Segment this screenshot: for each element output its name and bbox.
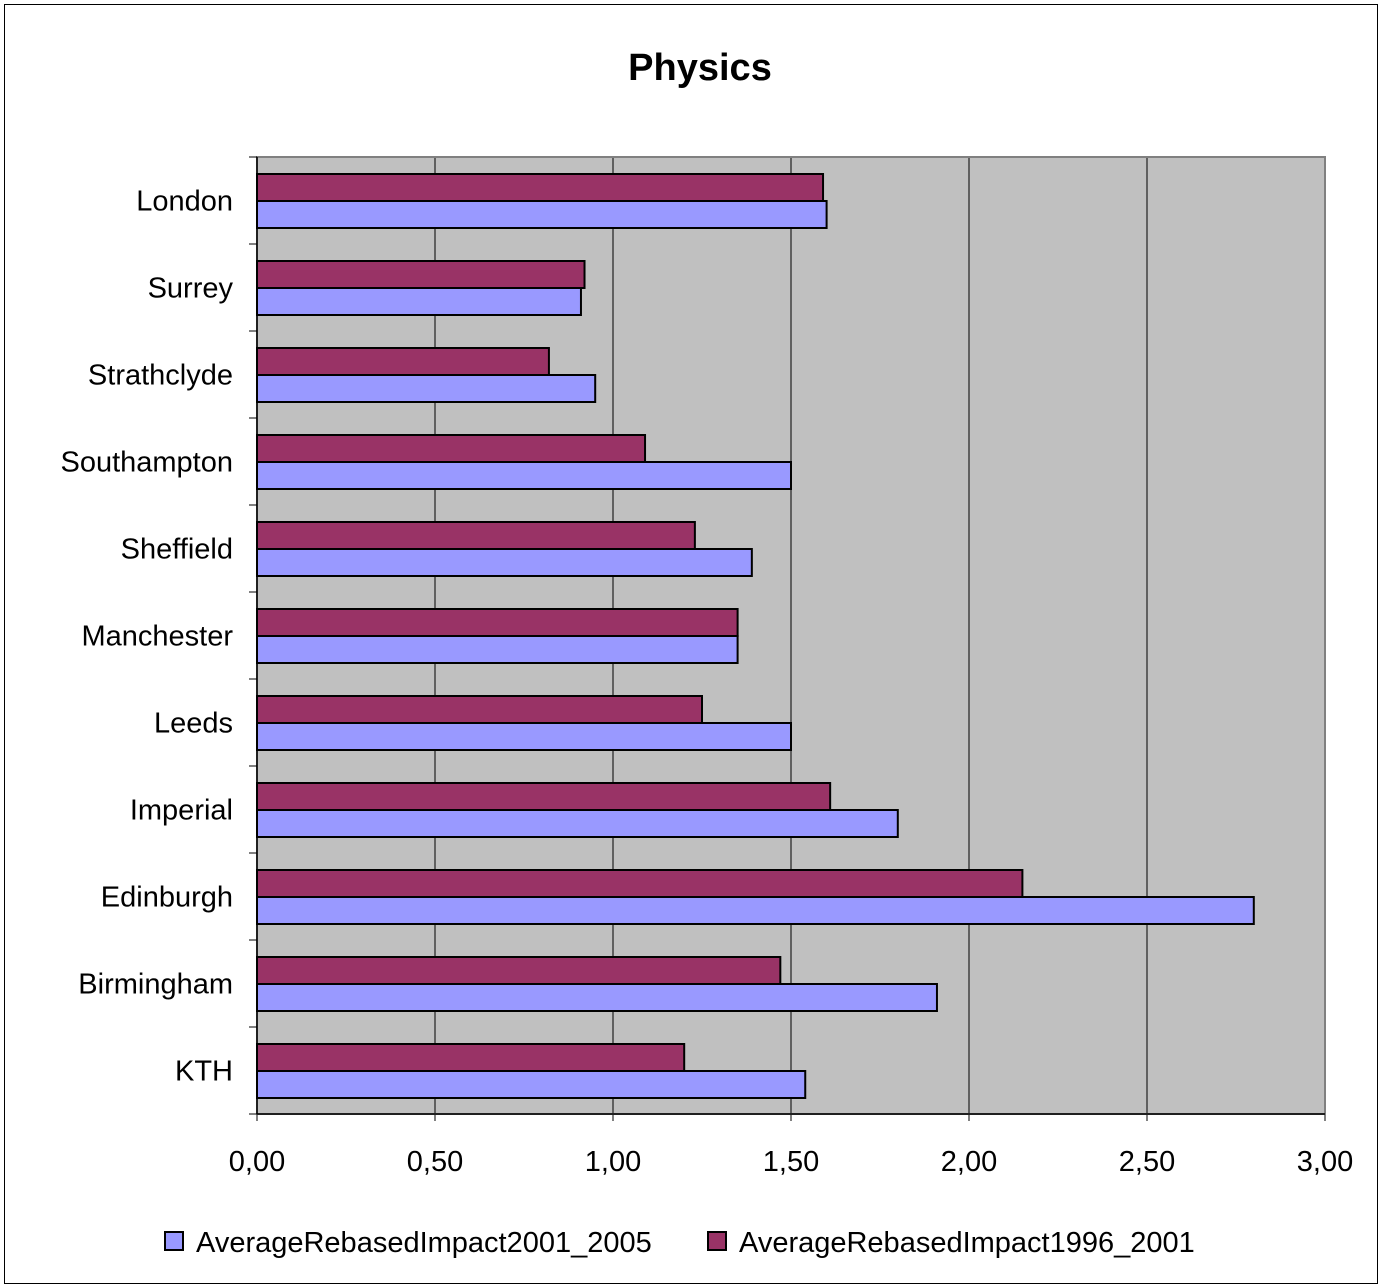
plot-area: 0,00 0,50 1,00 1,50 2,00 2,50 3,00 London Surrey… [60, 156, 1353, 1178]
bar-london-1996-2001 [256, 173, 825, 202]
bar-southampton-2001-2005 [256, 461, 792, 490]
bar-sheffield-2001-2005 [256, 548, 753, 577]
bar-edinburgh-1996-2001 [256, 869, 1024, 898]
bar-london-2001-2005 [256, 200, 828, 229]
bar-surrey-1996-2001 [256, 260, 586, 289]
x-tick-label: 0,50 [407, 1146, 463, 1178]
category-label: Birmingham [78, 969, 233, 1001]
bar-imperial-1996-2001 [256, 782, 832, 811]
category-label: Southampton [60, 447, 233, 479]
x-tick-label: 1,50 [763, 1146, 819, 1178]
x-tick-label: 2,50 [1119, 1146, 1175, 1178]
bar-strathclyde-2001-2005 [256, 374, 597, 403]
bar-birmingham-2001-2005 [256, 983, 938, 1012]
x-tick-label: 1,00 [585, 1146, 641, 1178]
category-label: Leeds [154, 708, 233, 740]
x-tick-label: 0,00 [229, 1146, 285, 1178]
legend: AverageRebasedImpact2001_2005 AverageReba… [164, 1227, 1195, 1259]
category-label: Manchester [81, 621, 233, 653]
bar-manchester-2001-2005 [256, 635, 739, 664]
category-label: Strathclyde [88, 360, 233, 392]
category-label: Surrey [148, 273, 234, 305]
bar-leeds-2001-2005 [256, 722, 792, 751]
x-tick-label: 3,00 [1297, 1146, 1353, 1178]
bar-manchester-1996-2001 [256, 608, 739, 637]
bar-surrey-2001-2005 [256, 287, 582, 316]
x-tick-label: 2,00 [941, 1146, 997, 1178]
bar-kth-2001-2005 [256, 1070, 807, 1099]
legend-swatch [707, 1231, 727, 1251]
category-label: London [136, 186, 233, 218]
category-label: Imperial [130, 795, 233, 827]
category-label: KTH [175, 1056, 233, 1088]
chart-title: Physics [628, 47, 772, 89]
bar-imperial-2001-2005 [256, 809, 899, 838]
bar-kth-1996-2001 [256, 1043, 686, 1072]
bar-birmingham-1996-2001 [256, 956, 782, 985]
bar-southampton-1996-2001 [256, 434, 647, 463]
bar-leeds-1996-2001 [256, 695, 703, 724]
legend-swatch [164, 1231, 184, 1251]
bar-edinburgh-2001-2005 [256, 896, 1255, 925]
category-label: Sheffield [121, 534, 233, 566]
category-label: Edinburgh [101, 882, 233, 914]
legend-label: AverageRebasedImpact1996_2001 [739, 1227, 1195, 1259]
legend-label: AverageRebasedImpact2001_2005 [196, 1227, 652, 1259]
bar-sheffield-1996-2001 [256, 521, 696, 550]
bar-strathclyde-1996-2001 [256, 347, 550, 376]
